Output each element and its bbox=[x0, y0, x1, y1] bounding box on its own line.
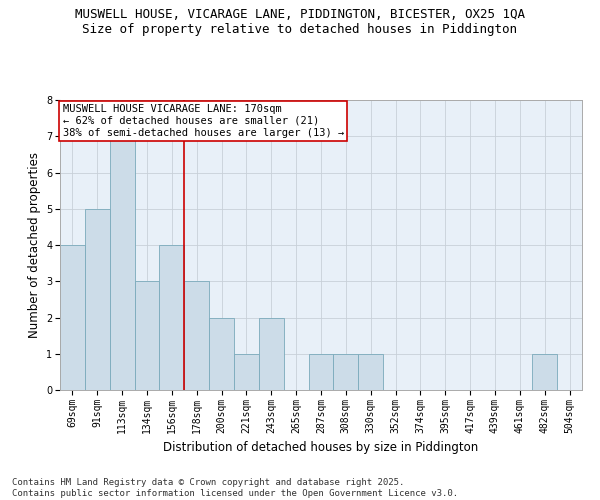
Text: Size of property relative to detached houses in Piddington: Size of property relative to detached ho… bbox=[83, 22, 517, 36]
Bar bbox=[184, 281, 209, 390]
Bar bbox=[85, 209, 110, 390]
Text: MUSWELL HOUSE, VICARAGE LANE, PIDDINGTON, BICESTER, OX25 1QA: MUSWELL HOUSE, VICARAGE LANE, PIDDINGTON… bbox=[75, 8, 525, 20]
Bar bbox=[259, 318, 284, 390]
Bar bbox=[308, 354, 334, 390]
Bar bbox=[234, 354, 259, 390]
X-axis label: Distribution of detached houses by size in Piddington: Distribution of detached houses by size … bbox=[163, 441, 479, 454]
Bar bbox=[209, 318, 234, 390]
Text: Contains HM Land Registry data © Crown copyright and database right 2025.
Contai: Contains HM Land Registry data © Crown c… bbox=[12, 478, 458, 498]
Bar bbox=[110, 136, 134, 390]
Bar bbox=[160, 245, 184, 390]
Y-axis label: Number of detached properties: Number of detached properties bbox=[28, 152, 41, 338]
Bar bbox=[134, 281, 160, 390]
Bar bbox=[334, 354, 358, 390]
Text: MUSWELL HOUSE VICARAGE LANE: 170sqm
← 62% of detached houses are smaller (21)
38: MUSWELL HOUSE VICARAGE LANE: 170sqm ← 62… bbox=[62, 104, 344, 138]
Bar bbox=[532, 354, 557, 390]
Bar bbox=[60, 245, 85, 390]
Bar bbox=[358, 354, 383, 390]
